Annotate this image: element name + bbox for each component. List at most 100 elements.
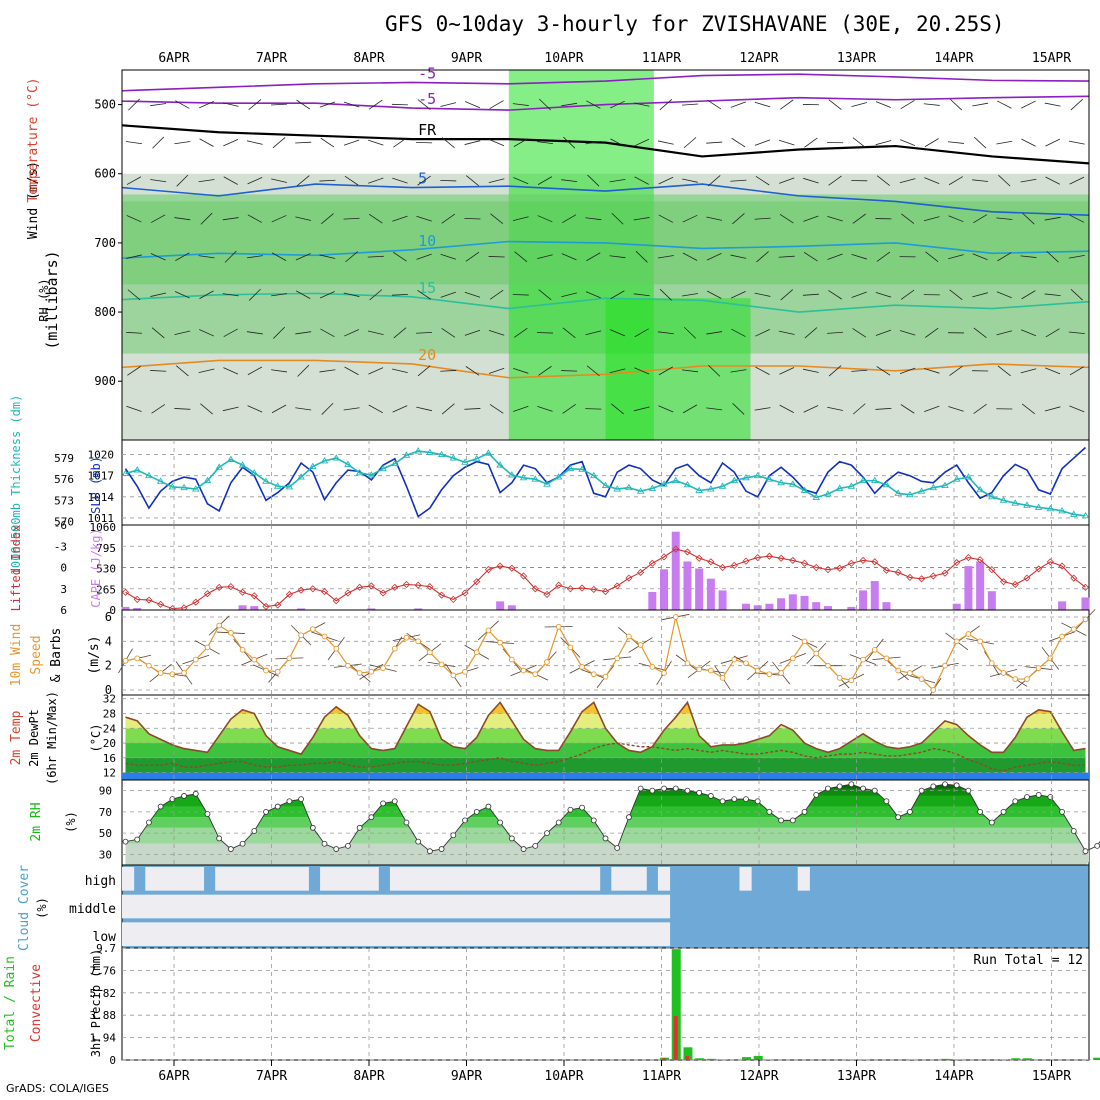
cloud-gap bbox=[180, 922, 193, 946]
wind-barb bbox=[706, 252, 722, 261]
thickness-point bbox=[227, 455, 235, 462]
thickness-point bbox=[414, 447, 422, 454]
wind-barb bbox=[609, 179, 626, 183]
li-point bbox=[356, 583, 364, 591]
wind-speed-point bbox=[590, 671, 597, 678]
temp-ytick: 24 bbox=[103, 722, 117, 735]
wind-barb bbox=[633, 293, 650, 297]
rh-point bbox=[345, 842, 351, 849]
thickness-point bbox=[367, 471, 376, 478]
wind-barb bbox=[223, 176, 238, 185]
cloud-gap bbox=[273, 867, 286, 891]
wind-barb bbox=[441, 403, 455, 415]
li-point bbox=[332, 597, 340, 605]
thickness-point bbox=[472, 454, 481, 462]
wind-speed-point bbox=[696, 666, 703, 673]
wind-barb bbox=[852, 213, 866, 224]
precip-convective-bar bbox=[673, 1016, 678, 1060]
cloud-gap bbox=[156, 894, 170, 919]
wind-speed-point bbox=[1059, 633, 1065, 640]
wind-barb bbox=[973, 327, 987, 339]
wind-barb bbox=[152, 136, 165, 149]
temp-contour-4 bbox=[121, 240, 1090, 259]
li-point bbox=[625, 574, 633, 582]
wind-barb bbox=[174, 141, 191, 145]
wind-barb bbox=[488, 178, 505, 183]
wind-barb bbox=[273, 326, 285, 339]
precip-ytick: 1.94 bbox=[90, 1032, 117, 1045]
wind-barb bbox=[538, 365, 552, 376]
cloud-gap bbox=[506, 867, 519, 891]
wind-barb bbox=[488, 367, 505, 374]
wind-speed-point bbox=[942, 662, 948, 669]
li-point bbox=[777, 554, 785, 562]
wind-speed-point bbox=[169, 671, 176, 678]
rh-ylabel-unit: (%) bbox=[64, 811, 78, 833]
bottom-date-label: 6APR bbox=[158, 1069, 189, 1084]
cape-bar bbox=[121, 606, 130, 610]
cloud-gap bbox=[611, 894, 624, 919]
cloud-gap bbox=[413, 867, 426, 891]
wind-barb bbox=[489, 289, 504, 300]
wind-barb bbox=[320, 137, 335, 148]
precip-convective-bar bbox=[1024, 1059, 1029, 1060]
thickness-point bbox=[730, 476, 739, 484]
temp-contour-6 bbox=[121, 359, 1090, 379]
wind-barb bbox=[321, 213, 334, 225]
rh-point bbox=[1070, 828, 1077, 834]
wind-barb bbox=[393, 251, 407, 262]
wind-barb bbox=[732, 403, 745, 415]
cloud-gap bbox=[250, 894, 263, 919]
rh-ytick: 70 bbox=[99, 806, 112, 819]
wind-barb bbox=[512, 294, 529, 296]
wind-barb bbox=[778, 330, 795, 335]
li-point bbox=[320, 588, 329, 596]
cloud-gap bbox=[366, 867, 379, 891]
precip-convective-bar bbox=[708, 1059, 713, 1060]
wind-barb bbox=[1070, 98, 1084, 111]
wind-ylabel-2: Speed bbox=[29, 635, 44, 674]
wind-speed-point bbox=[731, 656, 738, 663]
wind-barb bbox=[128, 98, 140, 111]
top-date-label: 7APR bbox=[256, 51, 287, 66]
dewpoint-line bbox=[125, 742, 1086, 772]
wind-barb bbox=[271, 369, 288, 373]
wind-barb bbox=[126, 215, 142, 223]
thickness-point bbox=[273, 482, 282, 489]
precip-total-bar bbox=[1022, 1058, 1032, 1060]
wind-barb bbox=[779, 213, 794, 224]
top-date-label: 11APR bbox=[642, 51, 681, 66]
thickness-point bbox=[285, 483, 294, 490]
wind-barb bbox=[536, 141, 553, 144]
wind-barb bbox=[222, 293, 239, 297]
cloud-gap bbox=[320, 867, 333, 891]
li-point bbox=[730, 561, 738, 569]
wind-barb bbox=[561, 102, 578, 107]
wind-barb bbox=[754, 101, 771, 108]
wind-barb bbox=[657, 331, 674, 335]
wind-barb bbox=[683, 137, 697, 149]
thickness-point bbox=[707, 485, 715, 492]
li-point bbox=[648, 559, 656, 567]
cloud-gap bbox=[308, 922, 321, 946]
rh-point bbox=[263, 808, 269, 815]
wind-barb bbox=[247, 177, 263, 185]
cloud-gap bbox=[226, 894, 240, 919]
li-point bbox=[344, 589, 352, 597]
cloud-gap bbox=[459, 894, 473, 919]
wind-ytick: 4 bbox=[105, 634, 112, 648]
wind-barb bbox=[925, 327, 939, 338]
wind-barb bbox=[344, 175, 359, 186]
wind-barb bbox=[754, 139, 771, 146]
thickness-point bbox=[789, 480, 797, 487]
upper-air-ytick: 500 bbox=[94, 98, 116, 112]
wind-barb bbox=[319, 291, 335, 299]
thickness-point bbox=[531, 475, 540, 482]
wind-barb bbox=[659, 99, 673, 111]
wind-barb bbox=[561, 292, 578, 298]
li-point bbox=[836, 564, 844, 572]
cloud-gap bbox=[133, 894, 146, 919]
wind-barb bbox=[1069, 214, 1085, 223]
cloud-gap bbox=[133, 922, 146, 946]
cloud-gap bbox=[180, 894, 193, 919]
